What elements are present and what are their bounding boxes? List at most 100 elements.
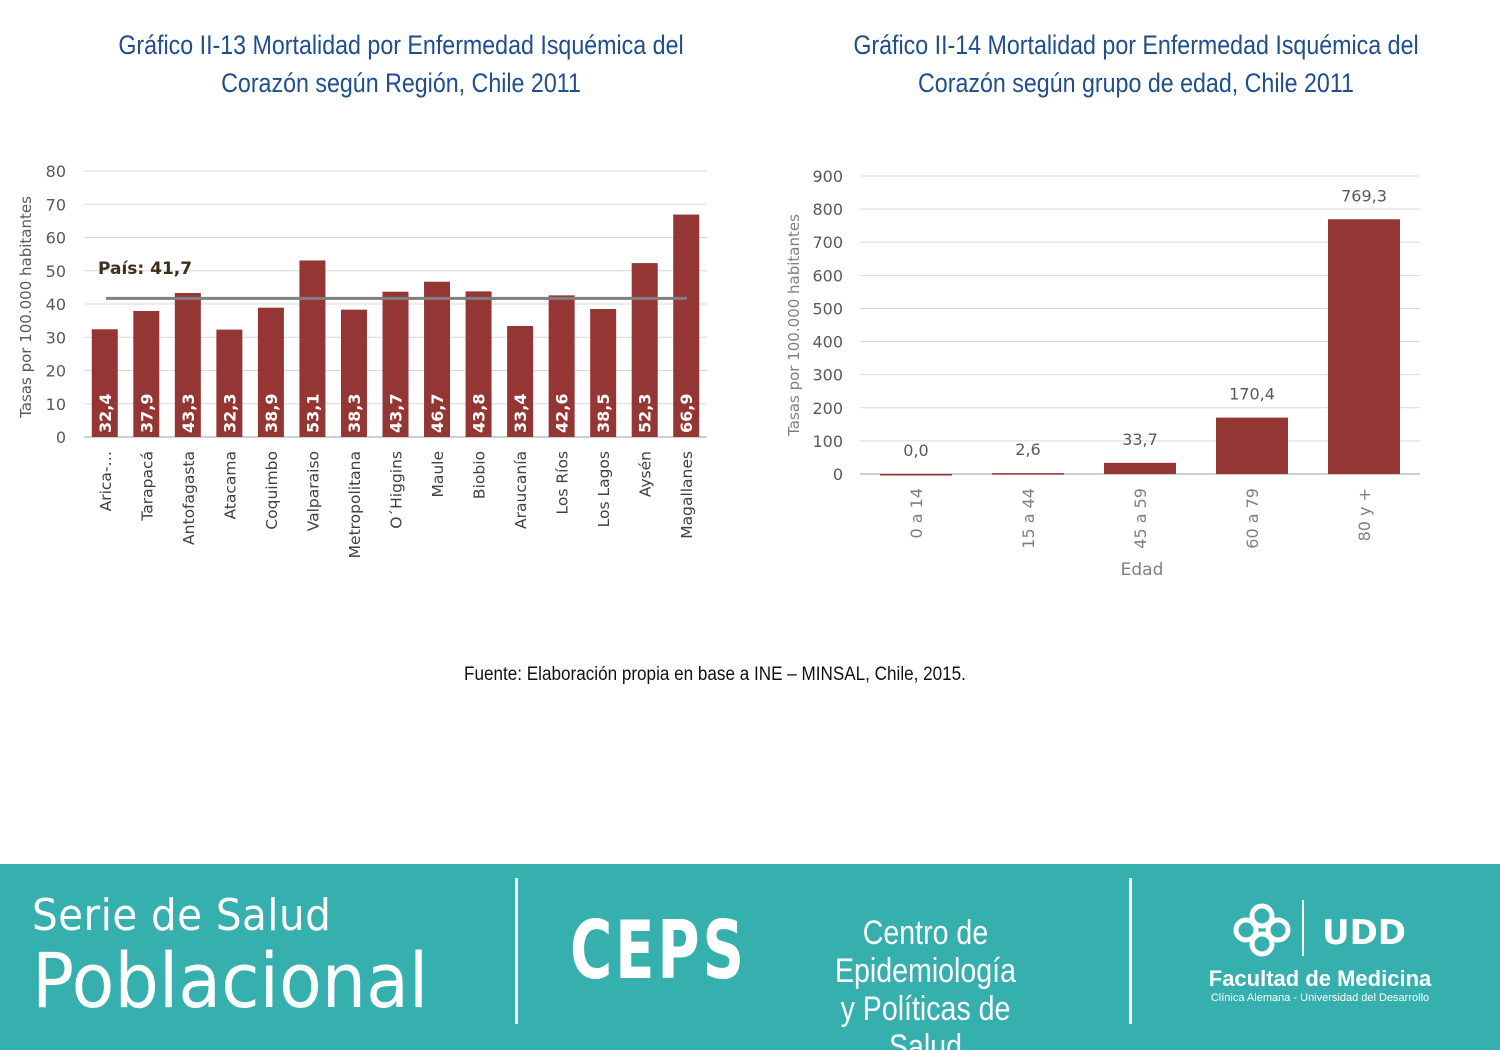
y-tick-label: 0 (56, 428, 66, 447)
x-tick-label: Arica-… (97, 451, 115, 511)
bar-value-label: 38,9 (262, 394, 281, 433)
y-tick-label: 60 (46, 229, 66, 248)
y-tick-label: 700 (812, 233, 843, 252)
chart-age: 0 100 200 300 400 500 600 700 800 900 Tasas por 10… (785, 167, 1420, 580)
x-tick-label: O´Higgins (388, 451, 406, 529)
udd-logo-text: UDD (1322, 913, 1406, 948)
bar-value-label: 170,4 (1229, 385, 1275, 404)
faculty-subtitle: Clínica Alemana - Universidad del Desarr… (1210, 992, 1430, 1004)
bar-value-label: 32,4 (96, 394, 115, 433)
bar-value-label: 43,3 (179, 394, 198, 433)
x-tick-label: Biobio (471, 451, 489, 499)
bar (1104, 462, 1176, 474)
bar-value-label: 769,3 (1341, 186, 1387, 205)
x-tick-label: Coquimbo (263, 451, 281, 530)
y-tick-label: 300 (812, 366, 843, 385)
bar (1216, 417, 1288, 474)
bar-value-label: 32,3 (220, 394, 239, 433)
x-tick-label: Valparaiso (304, 451, 322, 531)
x-tick-label: Atacama (221, 451, 239, 520)
x-tick-label: Maule (429, 451, 447, 498)
x-tick-label: 0 a 14 (907, 488, 926, 539)
y-tick-label: 500 (812, 299, 843, 318)
y-tick-label: 900 (812, 167, 843, 186)
source-note: Fuente: Elaboración propia en base a INE… (464, 664, 966, 685)
clinica-alemana-knot-icon (1233, 900, 1304, 957)
x-tick-label: Magallanes (678, 451, 696, 539)
ceps-subtitle: Centro de Epidemiología y Políticas de S… (806, 914, 1045, 1050)
faculty-title: Facultad de Medicina (1208, 966, 1432, 991)
bar-value-label: 43,8 (470, 394, 489, 433)
y-tick-label: 200 (812, 399, 843, 418)
bar-value-label: 38,5 (594, 394, 613, 433)
bar (590, 308, 617, 437)
bar (340, 309, 367, 437)
ceps-subtitle-line1: Centro de Epidemiología (834, 914, 1016, 990)
serie-title-line1: Serie de Salud (32, 890, 332, 941)
footer-banner: Serie de Salud Poblacional CEPS Centro d… (0, 864, 1500, 1050)
footer-divider-2 (1129, 878, 1132, 1024)
x-tick-label: Los Ríos (554, 451, 572, 514)
bar-value-label: 38,3 (345, 394, 364, 433)
chart-title-age: Gráfico II-14 Mortalidad por Enfermedad … (853, 30, 1419, 98)
y-tick-label: 50 (46, 262, 66, 281)
footer-divider-1 (515, 878, 518, 1024)
country-average-label: País: 41,7 (98, 259, 192, 279)
bar (880, 474, 952, 476)
bar (174, 293, 201, 437)
bar (631, 263, 658, 437)
udd-logo-icon: UDD (1322, 913, 1406, 948)
y-tick-label: 30 (46, 328, 66, 347)
bar-value-label: 53,1 (303, 394, 322, 433)
bar (673, 214, 700, 437)
bar-value-label: 43,7 (387, 394, 406, 433)
y-tick-label: 400 (812, 333, 843, 352)
chart-region: 0 10 20 30 40 50 60 70 80 Tasas por 100.000 habit… (17, 162, 707, 558)
bar-value-label: 52,3 (636, 394, 655, 433)
bar (91, 329, 118, 437)
logo-group: UDD (1230, 900, 1410, 960)
bar-value-label: 33,7 (1122, 430, 1158, 449)
bar (548, 295, 575, 437)
bar (257, 307, 284, 437)
y-tick-label: 40 (46, 295, 66, 314)
x-tick-label: Metropolitana (346, 451, 364, 558)
bar (424, 281, 451, 437)
bar-value-label: 37,9 (137, 394, 156, 433)
x-axis-title: Edad (1121, 560, 1164, 580)
chart-title-region: Gráfico II-13 Mortalidad por Enfermedad … (118, 30, 684, 98)
bar (216, 329, 243, 437)
bar (382, 291, 409, 437)
bar-value-label: 0,0 (903, 441, 928, 460)
y-tick-label: 800 (812, 200, 843, 219)
y-tick-label: 600 (812, 266, 843, 285)
bar (133, 310, 160, 437)
y-tick-label: 0 (833, 465, 843, 484)
y-axis-title: Tasas por 100.000 habitantes (785, 214, 803, 437)
x-tick-label: 60 a 79 (1243, 488, 1262, 549)
y-tick-label: 10 (46, 395, 66, 414)
x-tick-label: 15 a 44 (1019, 488, 1038, 549)
bar (299, 260, 326, 437)
bar-value-label: 46,7 (428, 394, 447, 433)
x-tick-label: Antofagasta (180, 451, 198, 545)
x-tick-label: Aysén (637, 451, 655, 497)
y-axis-title: Tasas por 100.000 habitantes (17, 196, 35, 419)
bar (507, 325, 534, 437)
bar (1328, 219, 1400, 474)
x-tick-label: Tarapacá (138, 451, 156, 522)
y-tick-label: 20 (46, 362, 66, 381)
x-tick-label: Araucanía (512, 451, 530, 529)
x-tick-label: 45 a 59 (1131, 488, 1150, 549)
bar-value-label: 2,6 (1015, 440, 1040, 459)
bar-value-label: 42,6 (553, 394, 572, 433)
y-tick-label: 100 (812, 432, 843, 451)
ceps-subtitle-line2: y Políticas de Salud (840, 990, 1011, 1050)
x-tick-label: Los Lagos (595, 451, 613, 527)
serie-title-line2: Poblacional (32, 936, 429, 1025)
bar-value-label: 33,4 (511, 394, 530, 433)
y-tick-label: 80 (46, 162, 66, 181)
y-tick-label: 70 (46, 195, 66, 214)
bar-value-label: 66,9 (677, 394, 696, 433)
bar (465, 291, 492, 437)
